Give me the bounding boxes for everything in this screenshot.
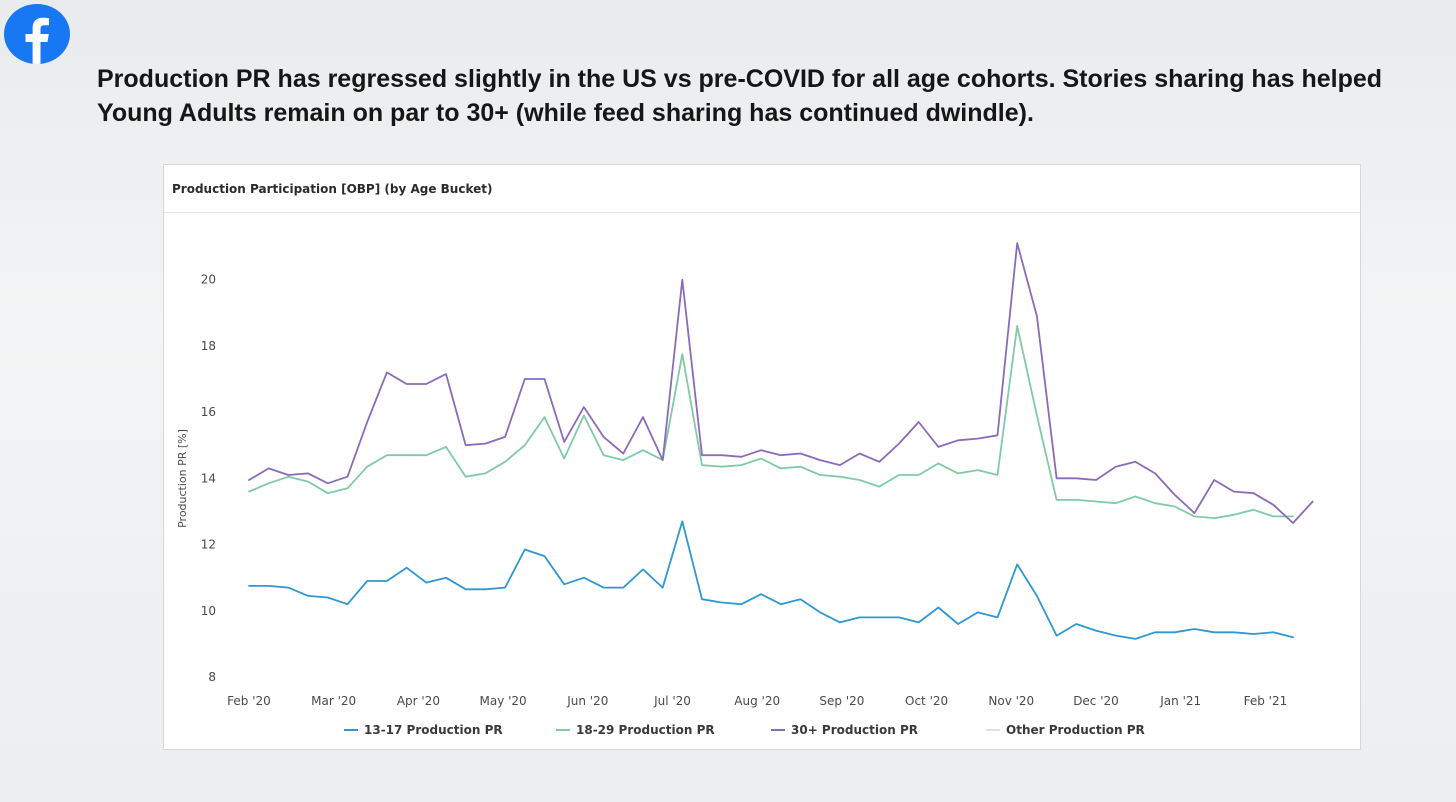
headline: Production PR has regressed slightly in …	[97, 65, 1383, 127]
x-tick-label-11: Jan '21	[1159, 694, 1201, 708]
x-tick-label-1: Mar '20	[311, 694, 356, 708]
x-tick-label-7: Sep '20	[819, 694, 864, 708]
series-line-0	[248, 520, 1294, 640]
y-tick-label-1: 10	[201, 604, 216, 618]
chart-title: Production Participation [OBP] (by Age B…	[172, 182, 493, 196]
x-tick-label-10: Dec '20	[1073, 694, 1119, 708]
x-tick-label-3: May '20	[479, 694, 526, 708]
chart-header: Production Participation [OBP] (by Age B…	[164, 165, 1360, 213]
y-tick-label-6: 20	[201, 273, 216, 287]
x-tick-label-4: Jun '20	[566, 694, 608, 708]
x-tick-label-6: Aug '20	[734, 694, 780, 708]
x-tick-label-12: Feb '21	[1244, 694, 1288, 708]
legend-label-2: 30+ Production PR	[791, 723, 918, 737]
y-tick-label-3: 14	[201, 471, 216, 485]
x-tick-label-0: Feb '20	[227, 694, 271, 708]
series-line-2	[248, 242, 1314, 524]
chart-card: Production Participation [OBP] (by Age B…	[163, 164, 1361, 750]
y-tick-label-0: 8	[208, 670, 216, 684]
y-tick-label-4: 16	[201, 405, 216, 419]
x-tick-label-2: Apr '20	[397, 694, 440, 708]
legend-label-1: 18-29 Production PR	[576, 723, 715, 737]
x-tick-label-5: Jul '20	[653, 694, 691, 708]
y-tick-label-5: 18	[201, 339, 216, 353]
y-axis-label: Production PR [%]	[176, 429, 189, 528]
x-tick-label-8: Oct '20	[905, 694, 948, 708]
line-chart: 8 10 12 14 16 18 20 Production PR [%] Feb '20 Mar…	[176, 242, 1314, 737]
legend-label-0: 13-17 Production PR	[364, 723, 503, 737]
facebook-logo-icon	[4, 4, 70, 64]
legend-label-3: Other Production PR	[1006, 723, 1145, 737]
facebook-f-glyph	[25, 17, 49, 64]
series-line-1	[248, 325, 1294, 520]
y-tick-label-2: 12	[201, 538, 216, 552]
x-tick-label-9: Nov '20	[988, 694, 1034, 708]
